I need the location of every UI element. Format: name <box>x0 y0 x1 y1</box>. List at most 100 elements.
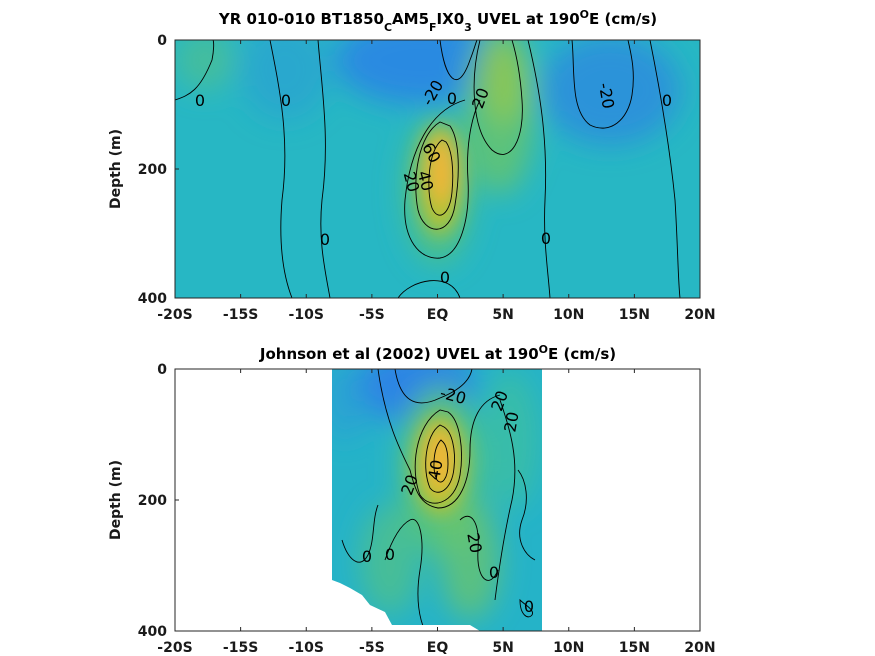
contour-label: 0 <box>440 268 450 287</box>
title-segment: AM5 <box>392 10 429 28</box>
y-axis-label-observed: Depth (m) <box>108 460 124 540</box>
contour-line <box>439 40 478 81</box>
contour-lines <box>175 40 681 298</box>
x-tick-label: 15N <box>619 307 650 323</box>
contour-label: -20 <box>595 81 618 110</box>
title-segment: O <box>539 343 548 356</box>
contour-label: 20 <box>463 531 485 554</box>
title-segment: F <box>429 21 437 34</box>
contour-label: 20 <box>400 170 424 195</box>
contour-line <box>384 518 426 631</box>
negative-region <box>332 369 370 440</box>
jet-core <box>426 428 454 492</box>
y-axis-label-model: Depth (m) <box>108 129 124 209</box>
contour-line <box>494 399 516 601</box>
jet-core <box>429 135 455 205</box>
contour-line <box>649 40 681 298</box>
contour-label: 0 <box>320 230 330 249</box>
contour-lines <box>341 369 536 631</box>
x-tick-label: -15S <box>223 307 258 323</box>
x-ticks-observed: -20S -15S -10S -5S EQ 5N 10N 15N 20N <box>157 369 716 656</box>
contour-line <box>269 40 293 298</box>
title-segment: Johnson et al (2002) UVEL at 190 <box>259 345 539 363</box>
x-tick-label: -10S <box>289 307 324 323</box>
chart-model-title: YR 010-010 BT1850CAM5FIX03 UVEL at 190OE… <box>218 8 657 34</box>
positive-region <box>360 505 420 615</box>
contour-label: 0 <box>362 547 372 566</box>
contour-line <box>428 139 454 216</box>
x-tick-label: 10N <box>553 307 584 323</box>
contour-label: 0 <box>489 563 499 582</box>
contour-line <box>394 369 473 404</box>
contour-line <box>377 369 501 509</box>
title-segment: E (cm/s) <box>548 345 616 363</box>
contour-line <box>175 40 215 101</box>
positive-region <box>483 40 527 125</box>
x-tick-label: -5S <box>359 640 385 656</box>
chart-model: YR 010-010 BT1850CAM5FIX03 UVEL at 190OE… <box>108 8 716 324</box>
negative-region <box>240 40 330 120</box>
contour-line <box>473 40 523 155</box>
y-ticks-observed: 0 200 400 <box>138 362 179 640</box>
contour-line <box>415 121 459 230</box>
y-tick-label: 200 <box>138 162 167 178</box>
contour-label: 0 <box>195 91 205 110</box>
contour-line <box>425 424 455 493</box>
chart-observed: Johnson et al (2002) UVEL at 190OE (cm/s… <box>108 343 716 656</box>
x-tick-label: EQ <box>427 307 449 323</box>
y-tick-label: 400 <box>138 291 167 307</box>
x-tick-label: -10S <box>289 640 324 656</box>
x-tick-label: 20N <box>684 640 715 656</box>
contour-label: 40 <box>424 458 446 481</box>
contour-label: 0 <box>447 89 457 108</box>
positive-region <box>480 370 540 510</box>
plot-area-observed: -20 20 20 40 20 0 0 20 0 0 <box>175 369 700 631</box>
contour-line <box>517 469 536 561</box>
plot-area-model: 0 0 -20 0 20 -20 0 60 40 20 0 0 0 <box>175 40 700 298</box>
negative-region <box>335 40 505 105</box>
x-tick-label: 10N <box>553 640 584 656</box>
contour-line <box>341 504 379 563</box>
x-tick-label: -15S <box>223 640 258 656</box>
x-tick-label: -20S <box>157 307 192 323</box>
contour-label: 20 <box>500 410 522 433</box>
positive-region <box>440 500 500 620</box>
x-tick-label: EQ <box>427 640 449 656</box>
contour-line <box>571 40 634 129</box>
contour-label: 40 <box>414 169 438 194</box>
positive-region <box>175 40 235 90</box>
title-segment: YR 010-010 BT1850 <box>218 10 384 28</box>
contour-line <box>527 40 551 298</box>
contour-label: 0 <box>281 91 291 110</box>
x-tick-label: 15N <box>619 640 650 656</box>
y-tick-label: 0 <box>157 362 167 378</box>
title-segment: IX0 <box>437 10 465 28</box>
contour-line <box>404 99 481 259</box>
x-tick-label: -20S <box>157 640 192 656</box>
contour-line <box>317 40 331 298</box>
contour-line <box>459 515 499 581</box>
y-tick-label: 200 <box>138 493 167 509</box>
y-tick-label: 0 <box>157 33 167 49</box>
x-ticks-model: -20S -15S -10S -5S EQ 5N 10N 15N 20N <box>157 40 716 323</box>
contour-labels: -20 20 20 40 20 0 0 20 0 0 <box>362 383 534 616</box>
contour-line <box>519 598 533 618</box>
contour-label: 0 <box>541 229 551 248</box>
contour-label: 0 <box>524 597 534 616</box>
contour-line <box>414 409 462 504</box>
title-segment: O <box>580 8 589 21</box>
title-segment: 3 <box>464 21 472 34</box>
contour-labels: 0 0 -20 0 20 -20 0 60 40 20 0 0 0 <box>195 77 672 287</box>
x-tick-label: 5N <box>492 640 513 656</box>
x-tick-label: 20N <box>684 307 715 323</box>
chart-observed-title: Johnson et al (2002) UVEL at 190OE (cm/s… <box>259 343 616 364</box>
y-tick-label: 400 <box>138 624 167 640</box>
contour-line <box>397 280 461 298</box>
contour-label: 0 <box>662 91 672 110</box>
contour-label: 0 <box>385 545 395 564</box>
negative-region <box>540 40 680 145</box>
title-segment: E (cm/s) <box>589 10 657 28</box>
x-tick-label: 5N <box>492 307 513 323</box>
title-segment: C <box>384 21 392 34</box>
